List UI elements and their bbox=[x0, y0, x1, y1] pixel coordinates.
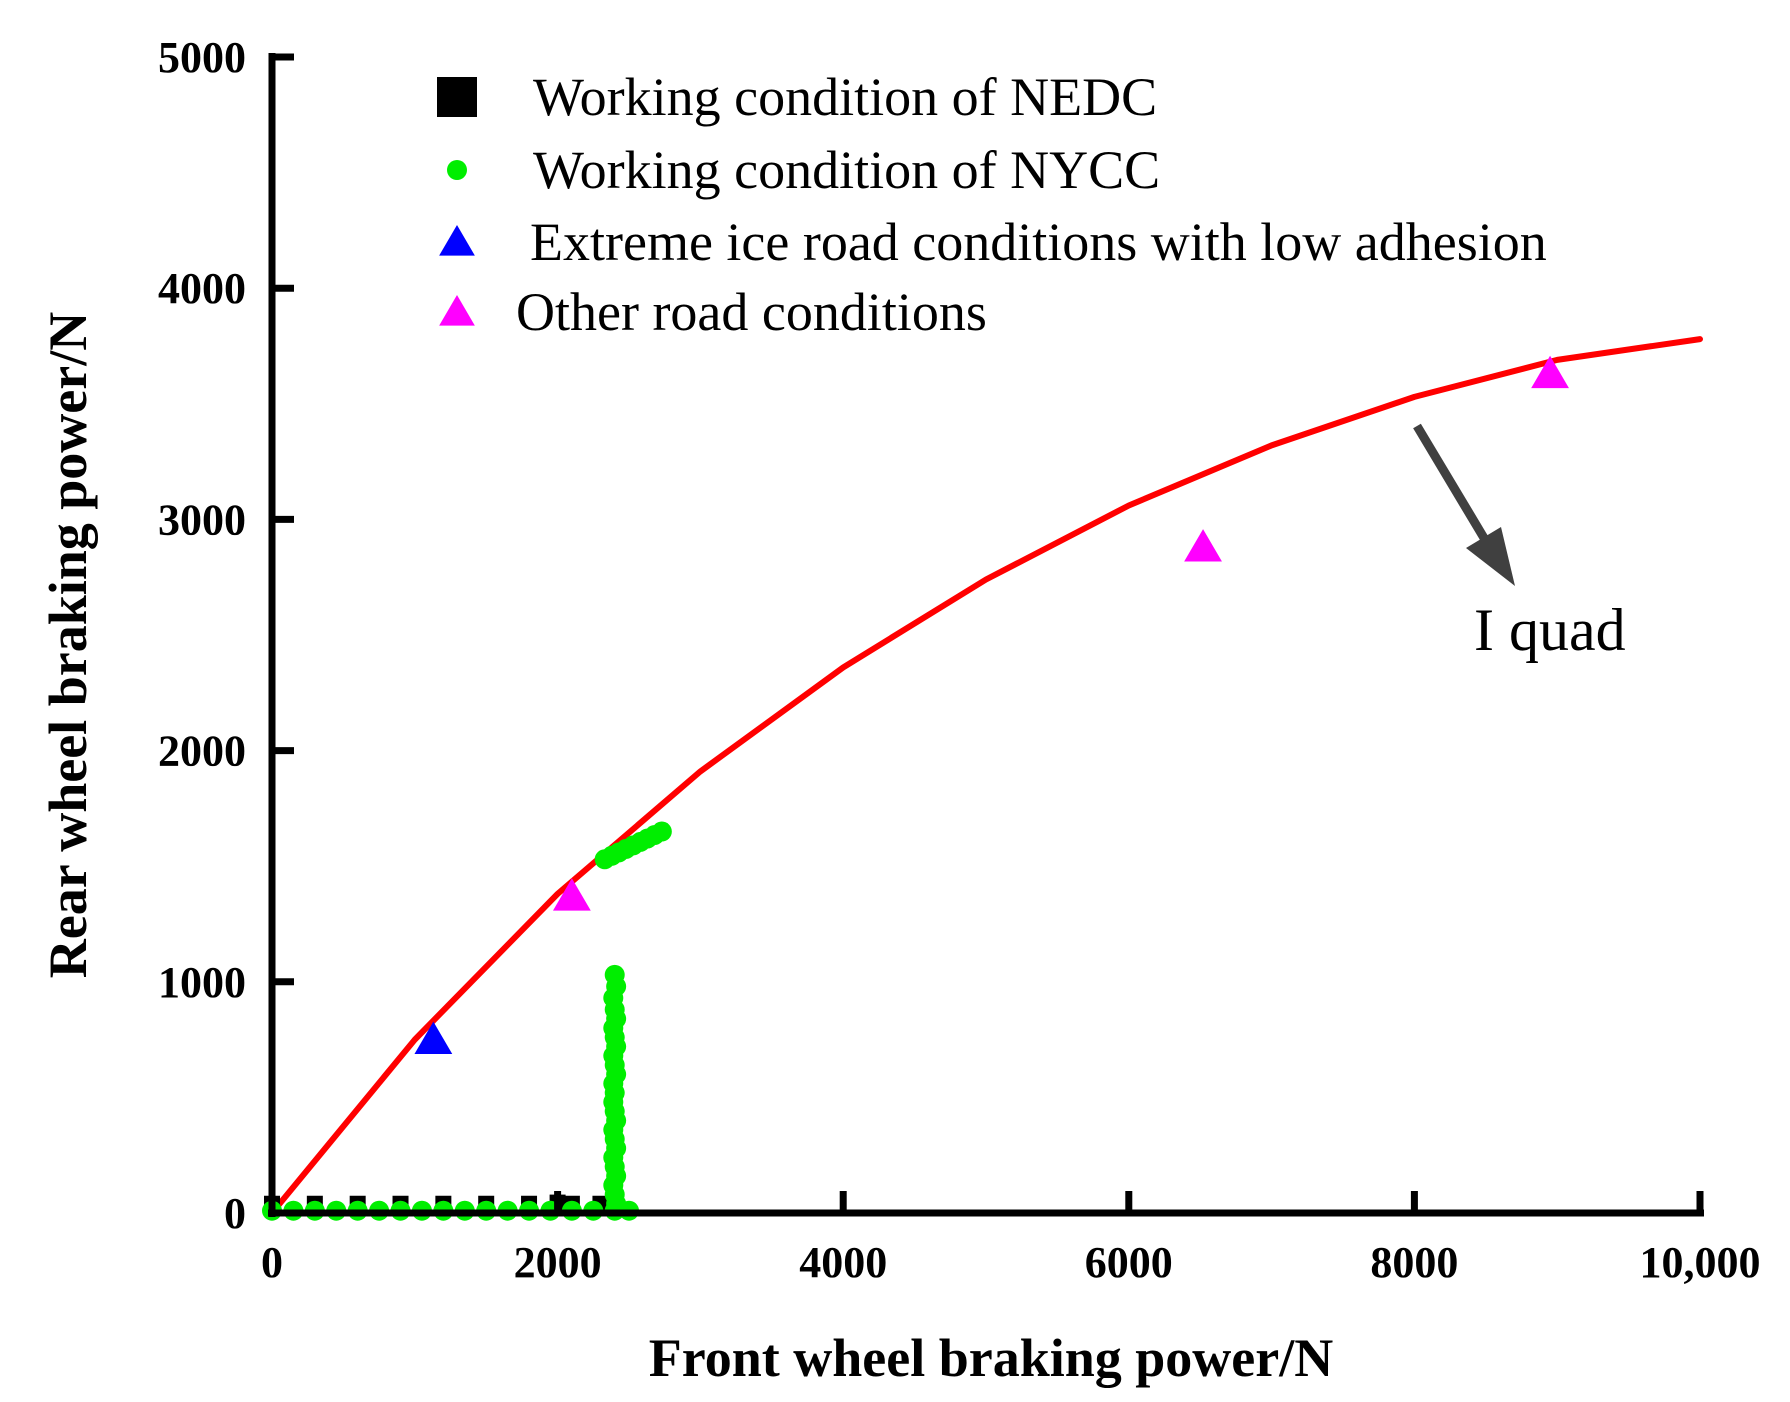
legend: Working condition of NEDC Working conditi… bbox=[437, 67, 1547, 342]
legend-label-2: Extreme ice road conditions with low adh… bbox=[530, 212, 1547, 272]
legend-label-3: Other road conditions bbox=[516, 282, 987, 342]
y-tick-label: 1000 bbox=[158, 958, 246, 1007]
x-tick-label: 10,000 bbox=[1640, 1238, 1761, 1287]
y-tick-label: 0 bbox=[224, 1189, 246, 1238]
legend-marker-0 bbox=[437, 77, 477, 117]
legend-marker-1 bbox=[447, 160, 467, 180]
point-other-road-conditions-0 bbox=[552, 878, 591, 911]
point-extreme-ice-road-conditions-with-low-adhesion-0 bbox=[414, 1021, 453, 1054]
i-quad-annotation: I quad bbox=[1413, 423, 1626, 663]
i-curve-layer bbox=[269, 336, 1703, 1216]
x-tick-label: 0 bbox=[261, 1238, 283, 1287]
point-working-condition-of-nycc-51 bbox=[651, 821, 672, 842]
legend-marker-2 bbox=[439, 225, 475, 256]
data-layer bbox=[262, 355, 1569, 1221]
annotation-arrow-head bbox=[1466, 527, 1515, 586]
y-tick-label: 5000 bbox=[158, 33, 246, 82]
ticks: 0 2000 4000 6000 8000 10,000 0 1000 2000 3000 4000… bbox=[158, 33, 1761, 1287]
y-tick-label: 4000 bbox=[158, 264, 246, 313]
axes bbox=[268, 53, 1704, 1217]
x-tick-label: 8000 bbox=[1370, 1238, 1458, 1287]
y-tick-label: 2000 bbox=[158, 727, 246, 776]
point-other-road-conditions-2 bbox=[1531, 355, 1569, 389]
legend-label-0: Working condition of NEDC bbox=[533, 67, 1157, 127]
legend-label-1: Working condition of NYCC bbox=[533, 140, 1160, 200]
x-tick-label: 2000 bbox=[514, 1238, 602, 1287]
annotation-arrow-shaft bbox=[1413, 423, 1488, 541]
annotation-label: I quad bbox=[1474, 597, 1626, 663]
point-working-condition-of-nycc-42 bbox=[606, 1193, 627, 1214]
point-other-road-conditions-1 bbox=[1184, 529, 1222, 562]
x-axis-title: Front wheel braking power/N bbox=[649, 1328, 1334, 1388]
x-tick-label: 4000 bbox=[799, 1238, 887, 1287]
y-axis-title: Rear wheel braking power/N bbox=[38, 312, 98, 978]
legend-marker-3 bbox=[439, 295, 475, 326]
y-tick-label: 3000 bbox=[158, 495, 246, 544]
i-curve-line bbox=[269, 336, 1703, 1216]
x-tick-label: 6000 bbox=[1085, 1238, 1173, 1287]
